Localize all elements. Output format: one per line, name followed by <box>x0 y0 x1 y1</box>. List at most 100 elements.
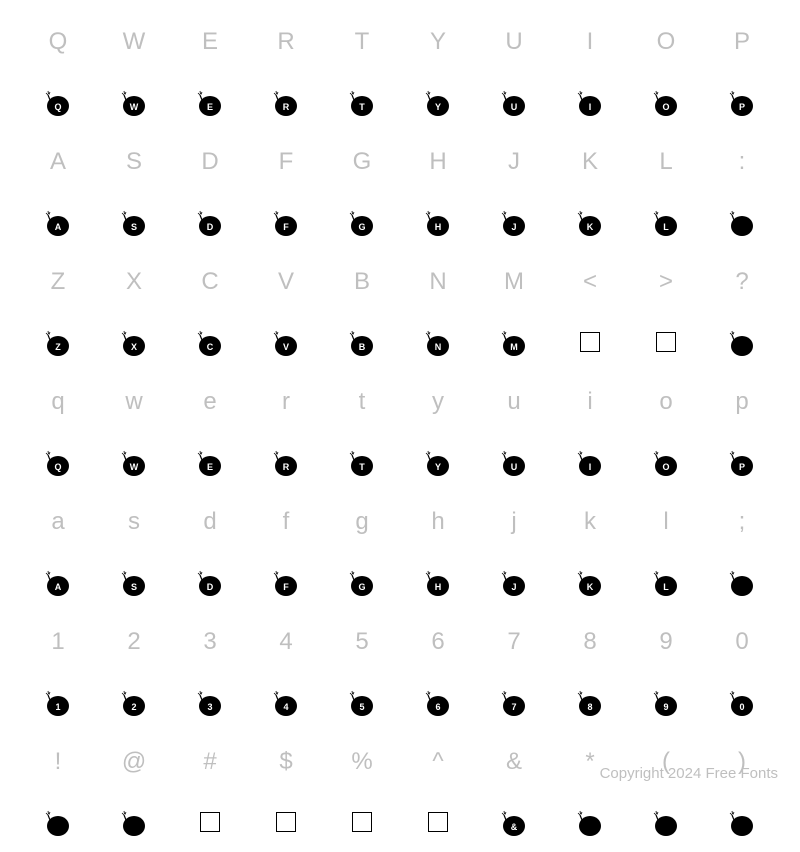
char-label: 4 <box>279 628 292 656</box>
char-label-cell: % <box>324 732 400 792</box>
char-label: t <box>359 388 366 416</box>
char-label: < <box>583 268 597 296</box>
char-label: 9 <box>659 628 672 656</box>
bomb-glyph: O <box>652 88 680 116</box>
char-label: 0 <box>735 628 748 656</box>
char-label-cell: 2 <box>96 612 172 672</box>
char-label-cell: h <box>400 492 476 552</box>
glyph-cell: A <box>20 192 96 252</box>
bomb-glyph: C <box>196 328 224 356</box>
bomb-glyph: L <box>652 208 680 236</box>
char-label: 8 <box>583 628 596 656</box>
char-label: u <box>507 388 520 416</box>
char-label: d <box>203 508 216 536</box>
glyph-cell <box>704 312 780 372</box>
char-label-cell: 5 <box>324 612 400 672</box>
bomb-glyph: Z <box>44 328 72 356</box>
char-label: K <box>582 148 598 176</box>
missing-glyph-square <box>200 812 220 832</box>
glyph-cell <box>172 792 248 852</box>
bomb-glyph: D <box>196 568 224 596</box>
bomb-glyph: S <box>120 568 148 596</box>
char-label-cell: d <box>172 492 248 552</box>
char-label-cell: D <box>172 132 248 192</box>
glyph-cell: U <box>476 72 552 132</box>
char-label: ; <box>739 508 746 536</box>
char-label-cell: ^ <box>400 732 476 792</box>
glyph-cell: K <box>552 192 628 252</box>
char-label: V <box>278 268 294 296</box>
char-label-cell: & <box>476 732 552 792</box>
glyph-cell: P <box>704 72 780 132</box>
bomb-glyph: B <box>348 328 376 356</box>
missing-glyph-square <box>352 812 372 832</box>
glyph-cell: L <box>628 192 704 252</box>
bomb-glyph: 5 <box>348 688 376 716</box>
glyph-cell: H <box>400 192 476 252</box>
char-label: i <box>587 388 592 416</box>
char-label: 7 <box>507 628 520 656</box>
char-label: j <box>511 508 516 536</box>
char-label-cell: Z <box>20 252 96 312</box>
char-label-cell: @ <box>96 732 172 792</box>
char-label-cell: E <box>172 12 248 72</box>
glyph-cell: X <box>96 312 172 372</box>
char-label: y <box>432 388 444 416</box>
char-label: 2 <box>127 628 140 656</box>
bomb-glyph: T <box>348 448 376 476</box>
char-label-cell: i <box>552 372 628 432</box>
glyph-cell: W <box>96 432 172 492</box>
missing-glyph-square <box>276 812 296 832</box>
missing-glyph-square <box>580 332 600 352</box>
char-label: l <box>663 508 668 536</box>
glyph-cell <box>324 792 400 852</box>
glyph-cell: C <box>172 312 248 372</box>
char-label-cell: > <box>628 252 704 312</box>
bomb-glyph: R <box>272 88 300 116</box>
glyph-cell <box>628 792 704 852</box>
char-label: I <box>587 28 594 56</box>
bomb-glyph: 9 <box>652 688 680 716</box>
missing-glyph-square <box>428 812 448 832</box>
char-label-cell: w <box>96 372 172 432</box>
char-label-cell: A <box>20 132 96 192</box>
bomb-glyph: 1 <box>44 688 72 716</box>
bomb-glyph <box>652 808 680 836</box>
bomb-glyph <box>120 808 148 836</box>
char-label: e <box>203 388 216 416</box>
glyph-cell: F <box>248 552 324 612</box>
glyph-cell: T <box>324 72 400 132</box>
glyph-cell: F <box>248 192 324 252</box>
char-label: k <box>584 508 596 536</box>
glyph-cell: B <box>324 312 400 372</box>
glyph-cell: O <box>628 72 704 132</box>
bomb-glyph: Q <box>44 88 72 116</box>
bomb-glyph: H <box>424 568 452 596</box>
bomb-glyph: N <box>424 328 452 356</box>
glyph-cell <box>552 792 628 852</box>
char-label-cell: ( <box>628 732 704 792</box>
char-label: ^ <box>432 748 443 776</box>
glyph-cell: R <box>248 72 324 132</box>
bomb-glyph: 8 <box>576 688 604 716</box>
glyph-cell: 5 <box>324 672 400 732</box>
char-label-cell: 7 <box>476 612 552 672</box>
bomb-glyph <box>728 568 756 596</box>
char-label: M <box>504 268 524 296</box>
glyph-cell: U <box>476 432 552 492</box>
char-label: a <box>51 508 64 536</box>
char-label: U <box>505 28 522 56</box>
char-label-cell: L <box>628 132 704 192</box>
char-label-cell: e <box>172 372 248 432</box>
bomb-glyph: T <box>348 88 376 116</box>
glyph-cell <box>704 792 780 852</box>
glyph-cell: A <box>20 552 96 612</box>
glyph-cell <box>248 792 324 852</box>
char-label: A <box>50 148 66 176</box>
char-label-cell: : <box>704 132 780 192</box>
glyph-cell: Z <box>20 312 96 372</box>
char-label: q <box>51 388 64 416</box>
copyright-text: Copyright 2024 Free Fonts <box>600 765 778 782</box>
char-label: > <box>659 268 673 296</box>
char-label-cell: J <box>476 132 552 192</box>
